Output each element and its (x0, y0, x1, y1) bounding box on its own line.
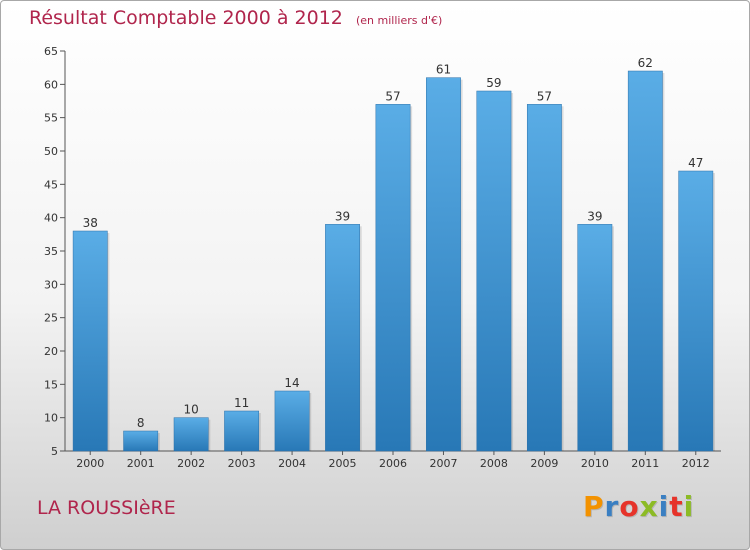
data-label-2010: 39 (587, 209, 602, 223)
bar-2005[interactable] (325, 224, 360, 452)
y-tick-label: 50 (44, 145, 58, 158)
x-tick-label-2008: 2008 (480, 457, 508, 470)
bar-2004[interactable] (274, 390, 310, 452)
logo-letter: o (619, 490, 640, 523)
chart-subtitle: (en milliers d'€) (355, 14, 443, 27)
y-tick-label: 35 (44, 245, 58, 258)
logo-letter: i (683, 490, 695, 523)
data-label-2001: 8 (137, 416, 145, 430)
data-label-2004: 14 (284, 376, 299, 390)
bar-2003[interactable] (224, 410, 260, 452)
y-tick-label: 40 (44, 212, 58, 225)
data-label-2012: 47 (688, 156, 703, 170)
x-tick-label-2007: 2007 (429, 457, 457, 470)
data-label-2006: 57 (385, 89, 400, 103)
bar-2002[interactable] (173, 417, 209, 452)
bar-2007[interactable] (426, 77, 461, 452)
data-labels: 38 8 10 11 14 39 57 61 59 57 39 62 47 (83, 56, 704, 430)
x-tick-label-2003: 2003 (228, 457, 256, 470)
data-label-2005: 39 (335, 209, 350, 223)
x-tick-label-2001: 2001 (127, 457, 155, 470)
y-tick-label: 55 (44, 112, 58, 125)
y-tick-label: 30 (44, 278, 58, 291)
proxiti-logo[interactable]: Proxiti (583, 490, 694, 523)
data-label-2011: 62 (638, 56, 653, 70)
x-tick-label-2009: 2009 (530, 457, 558, 470)
data-label-2002: 10 (184, 403, 199, 417)
data-label-2008: 59 (486, 76, 501, 90)
x-tick-label-2012: 2012 (682, 457, 710, 470)
bar-2008[interactable] (476, 90, 512, 452)
y-tick-label: 25 (44, 312, 58, 325)
logo-letter: x (639, 490, 659, 523)
y-tick-label: 65 (44, 45, 58, 58)
data-label-2000: 38 (83, 216, 98, 230)
bar-2000[interactable] (72, 230, 108, 452)
logo-letter: i (658, 490, 670, 523)
y-axis: 5 10 15 20 25 30 35 40 45 50 55 60 65 (44, 45, 66, 458)
y-tick-label: 10 (44, 412, 58, 425)
chart-title: Résultat Comptable 2000 à 2012 (29, 7, 343, 29)
x-tick-label-2002: 2002 (177, 457, 205, 470)
bar-2006[interactable] (375, 104, 411, 452)
bar-2010[interactable] (577, 224, 613, 452)
bar-2012[interactable] (678, 170, 714, 452)
x-axis: 2000 2001 2002 2003 2004 2005 2006 2007 2008 2009… (65, 450, 721, 470)
data-label-2003: 11 (234, 396, 249, 410)
x-tick-label-2010: 2010 (581, 457, 609, 470)
logo-letter: P (583, 490, 605, 523)
bar-2011[interactable] (627, 70, 663, 452)
y-tick-label: 5 (51, 445, 58, 458)
logo-letter: t (669, 490, 684, 523)
x-tick-label-2005: 2005 (329, 457, 357, 470)
y-tick-label: 15 (44, 378, 58, 391)
data-label-2007: 61 (436, 63, 451, 77)
x-tick-label-2011: 2011 (631, 457, 659, 470)
y-tick-label: 60 (44, 78, 58, 91)
bars (72, 70, 715, 452)
commune-name: LA ROUSSIèRE (37, 497, 176, 519)
logo-letter: r (604, 490, 620, 523)
y-tick-label: 20 (44, 345, 58, 358)
x-tick-label-2006: 2006 (379, 457, 407, 470)
data-label-2009: 57 (537, 89, 552, 103)
x-tick-label-2000: 2000 (76, 457, 104, 470)
x-tick-label-2004: 2004 (278, 457, 306, 470)
title-row: Résultat Comptable 2000 à 2012 (en milli… (29, 7, 442, 29)
bar-2009[interactable] (526, 104, 562, 452)
bar-2001[interactable] (123, 430, 159, 452)
y-tick-label: 45 (44, 178, 58, 191)
